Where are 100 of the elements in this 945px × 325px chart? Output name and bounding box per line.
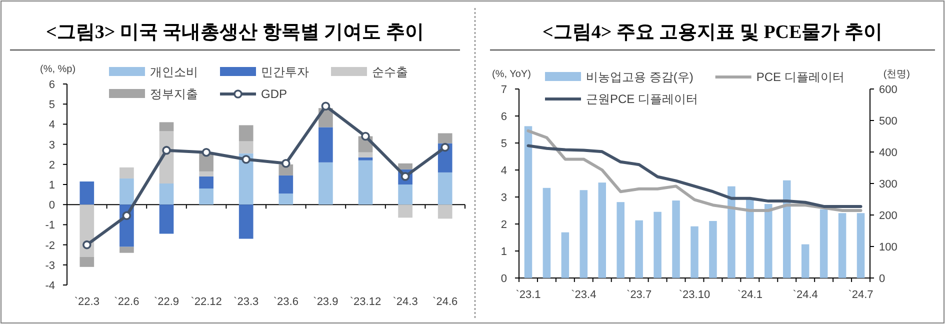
bar [820, 209, 828, 278]
bar [398, 204, 412, 218]
bar [358, 160, 373, 205]
x-tick-label: `22.3 [74, 296, 100, 308]
bar [672, 200, 680, 278]
y2-tick-label: 300 [879, 178, 898, 190]
y-tick-label: -3 [45, 260, 55, 272]
x-tick-label: `22.12 [190, 296, 222, 308]
bar [199, 188, 214, 205]
point [282, 158, 290, 168]
bar [358, 152, 373, 158]
y-tick-label: 4 [48, 119, 55, 132]
y-tick-label: 2 [48, 159, 55, 172]
x-tick-label: `23.12 [350, 296, 382, 308]
line-series [526, 144, 862, 208]
y-tick-label: 5 [48, 99, 55, 112]
y2-tick-label: 400 [879, 147, 898, 159]
legend-label: 비농업고용 증감(우) [586, 70, 694, 84]
y2-axis-title: (천명) [883, 69, 910, 80]
x-tick-label: `23.9 [313, 296, 338, 308]
bar [358, 157, 373, 160]
bar [438, 204, 452, 219]
bar [120, 167, 134, 178]
y-tick-label: 2 [500, 219, 507, 231]
x-tick-label: `24.7 [848, 289, 874, 301]
point [162, 146, 171, 155]
y2-tick-label: 600 [879, 84, 898, 96]
bar [278, 194, 294, 205]
y-tick-label: 3 [48, 139, 55, 152]
bar [801, 244, 810, 278]
bar [238, 204, 254, 239]
bar [838, 213, 846, 278]
y2-tick-label: 200 [879, 210, 898, 222]
bar [159, 122, 174, 132]
y-tick-label: -2 [45, 240, 55, 252]
y-tick-label: 6 [500, 111, 507, 123]
bar [782, 180, 791, 278]
bar [159, 183, 174, 205]
bar [199, 171, 214, 176]
y-tick-label: 1 [48, 180, 55, 192]
x-tick-label: `24.3 [392, 296, 418, 308]
bar [728, 186, 736, 278]
x-tick-label: `23.3 [234, 296, 259, 308]
bar [764, 204, 772, 278]
x-tick-label: `24.1 [737, 289, 762, 301]
x-tick-label: `23.10 [678, 289, 710, 301]
point [82, 240, 92, 250]
bar [746, 198, 754, 278]
chart-title: <그림3> 미국 국내총생산 항목별 기여도 추이 [46, 22, 424, 43]
point [361, 132, 370, 141]
x-tick-label: `22.6 [114, 296, 140, 308]
bar [318, 127, 333, 162]
y2-tick-label: 100 [879, 242, 898, 254]
bar [561, 232, 570, 278]
bar [690, 226, 698, 278]
y-tick-label: 4 [500, 165, 507, 177]
legend-label: PCE 디플레이터 [756, 70, 844, 84]
y-tick-label: 0 [48, 200, 55, 212]
x-tick-label: `22.9 [154, 296, 180, 308]
bar [398, 184, 412, 205]
x-tick-label: `23.6 [273, 296, 298, 308]
legend-label: 정부지출 [150, 87, 198, 101]
y-tick-label: 7 [500, 84, 507, 96]
x-tick-label: `24.4 [792, 289, 818, 301]
bar [120, 178, 134, 205]
bar [856, 213, 865, 278]
point [202, 148, 211, 157]
bar [238, 141, 254, 154]
bar [199, 176, 214, 189]
point [440, 142, 450, 152]
point [242, 154, 250, 164]
legend-label: GDP [261, 87, 288, 101]
y-tick-label: 6 [48, 79, 55, 91]
point [321, 102, 330, 111]
point [122, 211, 132, 220]
y-axis-title: (%, YoY) [492, 69, 531, 80]
bar [238, 125, 254, 142]
x-tick-label: `23.4 [571, 289, 596, 301]
bar [80, 181, 94, 205]
legend-label: 민간투자 [261, 65, 309, 79]
x-tick-label: `23.7 [626, 289, 652, 301]
bar [524, 126, 532, 278]
bar [278, 175, 294, 194]
bar [159, 204, 174, 234]
y-tick-label: -4 [45, 280, 55, 292]
bar [709, 220, 717, 278]
y-tick-label: 1 [500, 246, 507, 258]
y2-tick-label: 0 [879, 273, 886, 285]
bar [199, 153, 214, 172]
bar [542, 188, 551, 278]
y2-tick-label: 500 [879, 116, 898, 128]
bar [438, 133, 452, 144]
x-tick-label: `23.1 [516, 289, 541, 301]
legend-label: 순수출 [372, 65, 408, 79]
bar [616, 202, 624, 278]
bar [318, 162, 333, 205]
chart-title: <그림4> 주요 고용지표 및 PCE물가 추이 [542, 22, 882, 43]
bar [80, 256, 94, 267]
legend-label: 근원PCE 디플레이터 [586, 92, 698, 106]
bar [654, 212, 662, 278]
